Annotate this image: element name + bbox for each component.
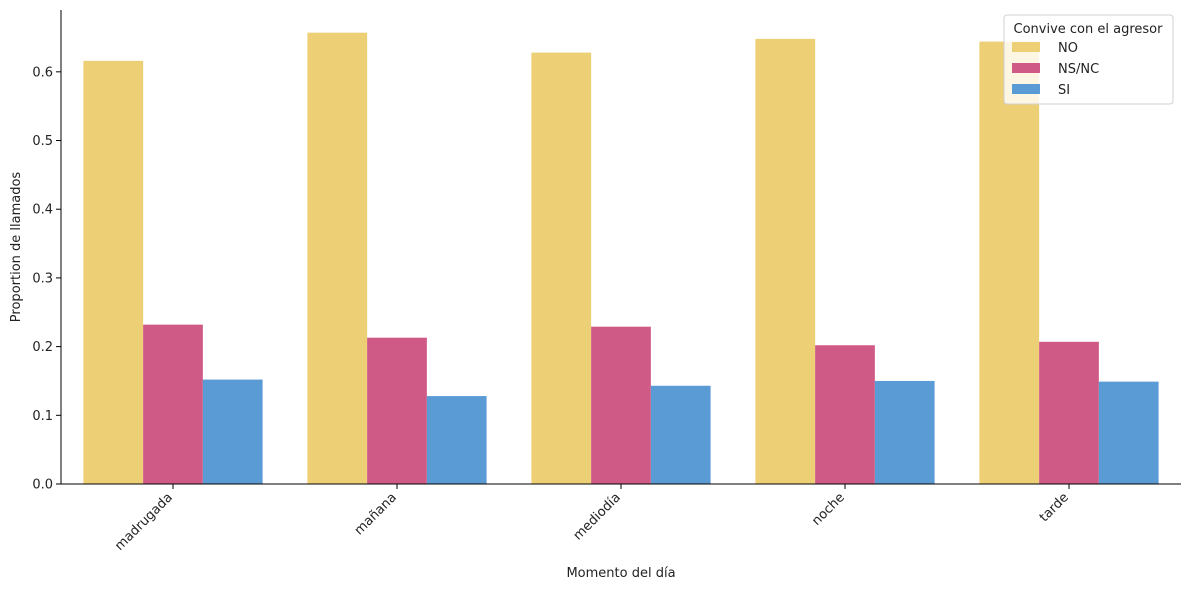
bar-mañana-NO [307, 32, 368, 485]
legend-swatch-NO [1012, 42, 1040, 52]
y-tick-label: 0.3 [32, 271, 53, 286]
x-tick-label: noche [809, 490, 848, 529]
y-tick-label: 0.0 [32, 478, 53, 493]
x-axis-title: Momento del día [566, 566, 675, 581]
legend-swatch-NS/NC [1012, 63, 1040, 73]
bar-mañana-NS/NC [367, 337, 427, 484]
bar-madrugada-SI [202, 379, 263, 484]
x-tick-label: madrugada [112, 490, 176, 554]
bar-madrugada-NS/NC [143, 324, 203, 484]
x-tick-label: mañana [352, 490, 400, 538]
bar-mediodía-NO [531, 52, 592, 485]
bars-group [83, 32, 1159, 485]
y-axis-title: Proportion de llamados [9, 172, 24, 323]
y-tick-label: 0.1 [32, 409, 53, 424]
legend-label-NS/NC: NS/NC [1058, 62, 1099, 77]
bar-mediodía-SI [650, 385, 711, 484]
bar-mediodía-NS/NC [591, 326, 651, 484]
x-ticks-group: madrugada mañana mediodía noche tarde [112, 484, 1072, 554]
y-tick-label: 0.2 [32, 340, 53, 355]
y-ticks-group: 0.0 0.1 0.2 0.3 0.4 0.5 0.6 [32, 65, 61, 493]
bar-mañana-SI [426, 396, 487, 484]
bar-noche-SI [874, 380, 935, 484]
legend-swatch-SI [1012, 84, 1040, 94]
bar-tarde-NS/NC [1039, 341, 1099, 484]
bar-madrugada-NO [83, 60, 144, 484]
bar-tarde-NO [979, 41, 1040, 484]
bar-noche-NS/NC [815, 345, 875, 484]
y-tick-label: 0.5 [32, 134, 53, 149]
x-tick-label: tarde [1037, 490, 1072, 525]
legend-box [1003, 14, 1174, 105]
y-tick-label: 0.6 [32, 65, 53, 80]
bar-noche-NO [755, 38, 816, 484]
legend-label-SI: SI [1058, 83, 1070, 98]
legend: Convive con el agresor NO NS/NC SI [1003, 14, 1174, 105]
legend-title: Convive con el agresor [1014, 22, 1164, 37]
y-tick-label: 0.4 [32, 203, 53, 218]
legend-label-NO: NO [1058, 41, 1078, 56]
x-tick-label: mediodía [571, 490, 624, 543]
bar-tarde-SI [1098, 381, 1159, 484]
legend-items: NO NS/NC SI [1012, 41, 1099, 98]
